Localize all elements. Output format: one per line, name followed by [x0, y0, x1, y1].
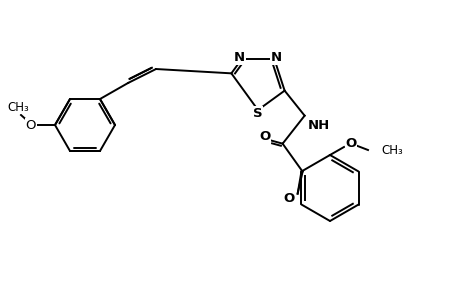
Text: CH₃: CH₃ [380, 143, 402, 157]
Text: O: O [26, 118, 36, 131]
Text: NH: NH [307, 119, 329, 132]
Text: O: O [282, 192, 294, 205]
Text: N: N [234, 51, 245, 64]
Text: CH₃: CH₃ [7, 100, 29, 113]
Text: S: S [252, 106, 262, 119]
Text: O: O [345, 136, 356, 149]
Text: N: N [270, 51, 281, 64]
Text: O: O [258, 130, 270, 143]
